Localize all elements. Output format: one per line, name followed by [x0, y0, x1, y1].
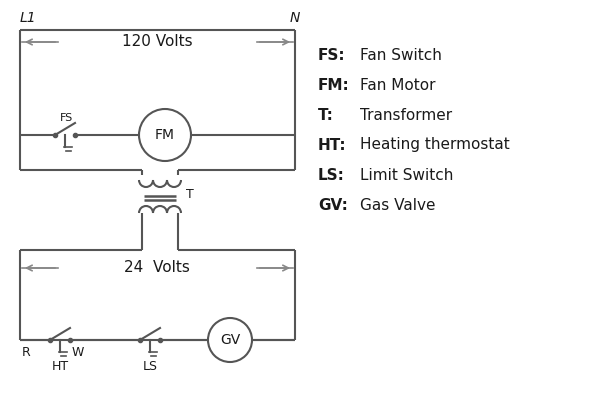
Text: LS:: LS: [318, 168, 345, 182]
Text: HT:: HT: [318, 138, 347, 152]
Text: FM: FM [155, 128, 175, 142]
Text: LS: LS [143, 360, 158, 372]
Text: FM:: FM: [318, 78, 350, 92]
Circle shape [208, 318, 252, 362]
Circle shape [139, 109, 191, 161]
Text: FS: FS [60, 113, 73, 123]
Text: FS:: FS: [318, 48, 346, 62]
Text: R: R [22, 346, 31, 358]
Text: L1: L1 [20, 11, 37, 25]
Text: W: W [72, 346, 84, 358]
Text: Gas Valve: Gas Valve [360, 198, 435, 212]
Text: N: N [290, 11, 300, 25]
Text: Heating thermostat: Heating thermostat [360, 138, 510, 152]
Text: Limit Switch: Limit Switch [360, 168, 453, 182]
Text: HT: HT [51, 360, 68, 372]
Text: Fan Motor: Fan Motor [360, 78, 435, 92]
Text: GV: GV [220, 333, 240, 347]
Text: T:: T: [318, 108, 334, 122]
Text: Fan Switch: Fan Switch [360, 48, 442, 62]
Text: Transformer: Transformer [360, 108, 452, 122]
Text: GV:: GV: [318, 198, 348, 212]
Text: T: T [186, 188, 194, 202]
Text: 24  Volts: 24 Volts [124, 260, 190, 276]
Text: 120 Volts: 120 Volts [122, 34, 192, 50]
